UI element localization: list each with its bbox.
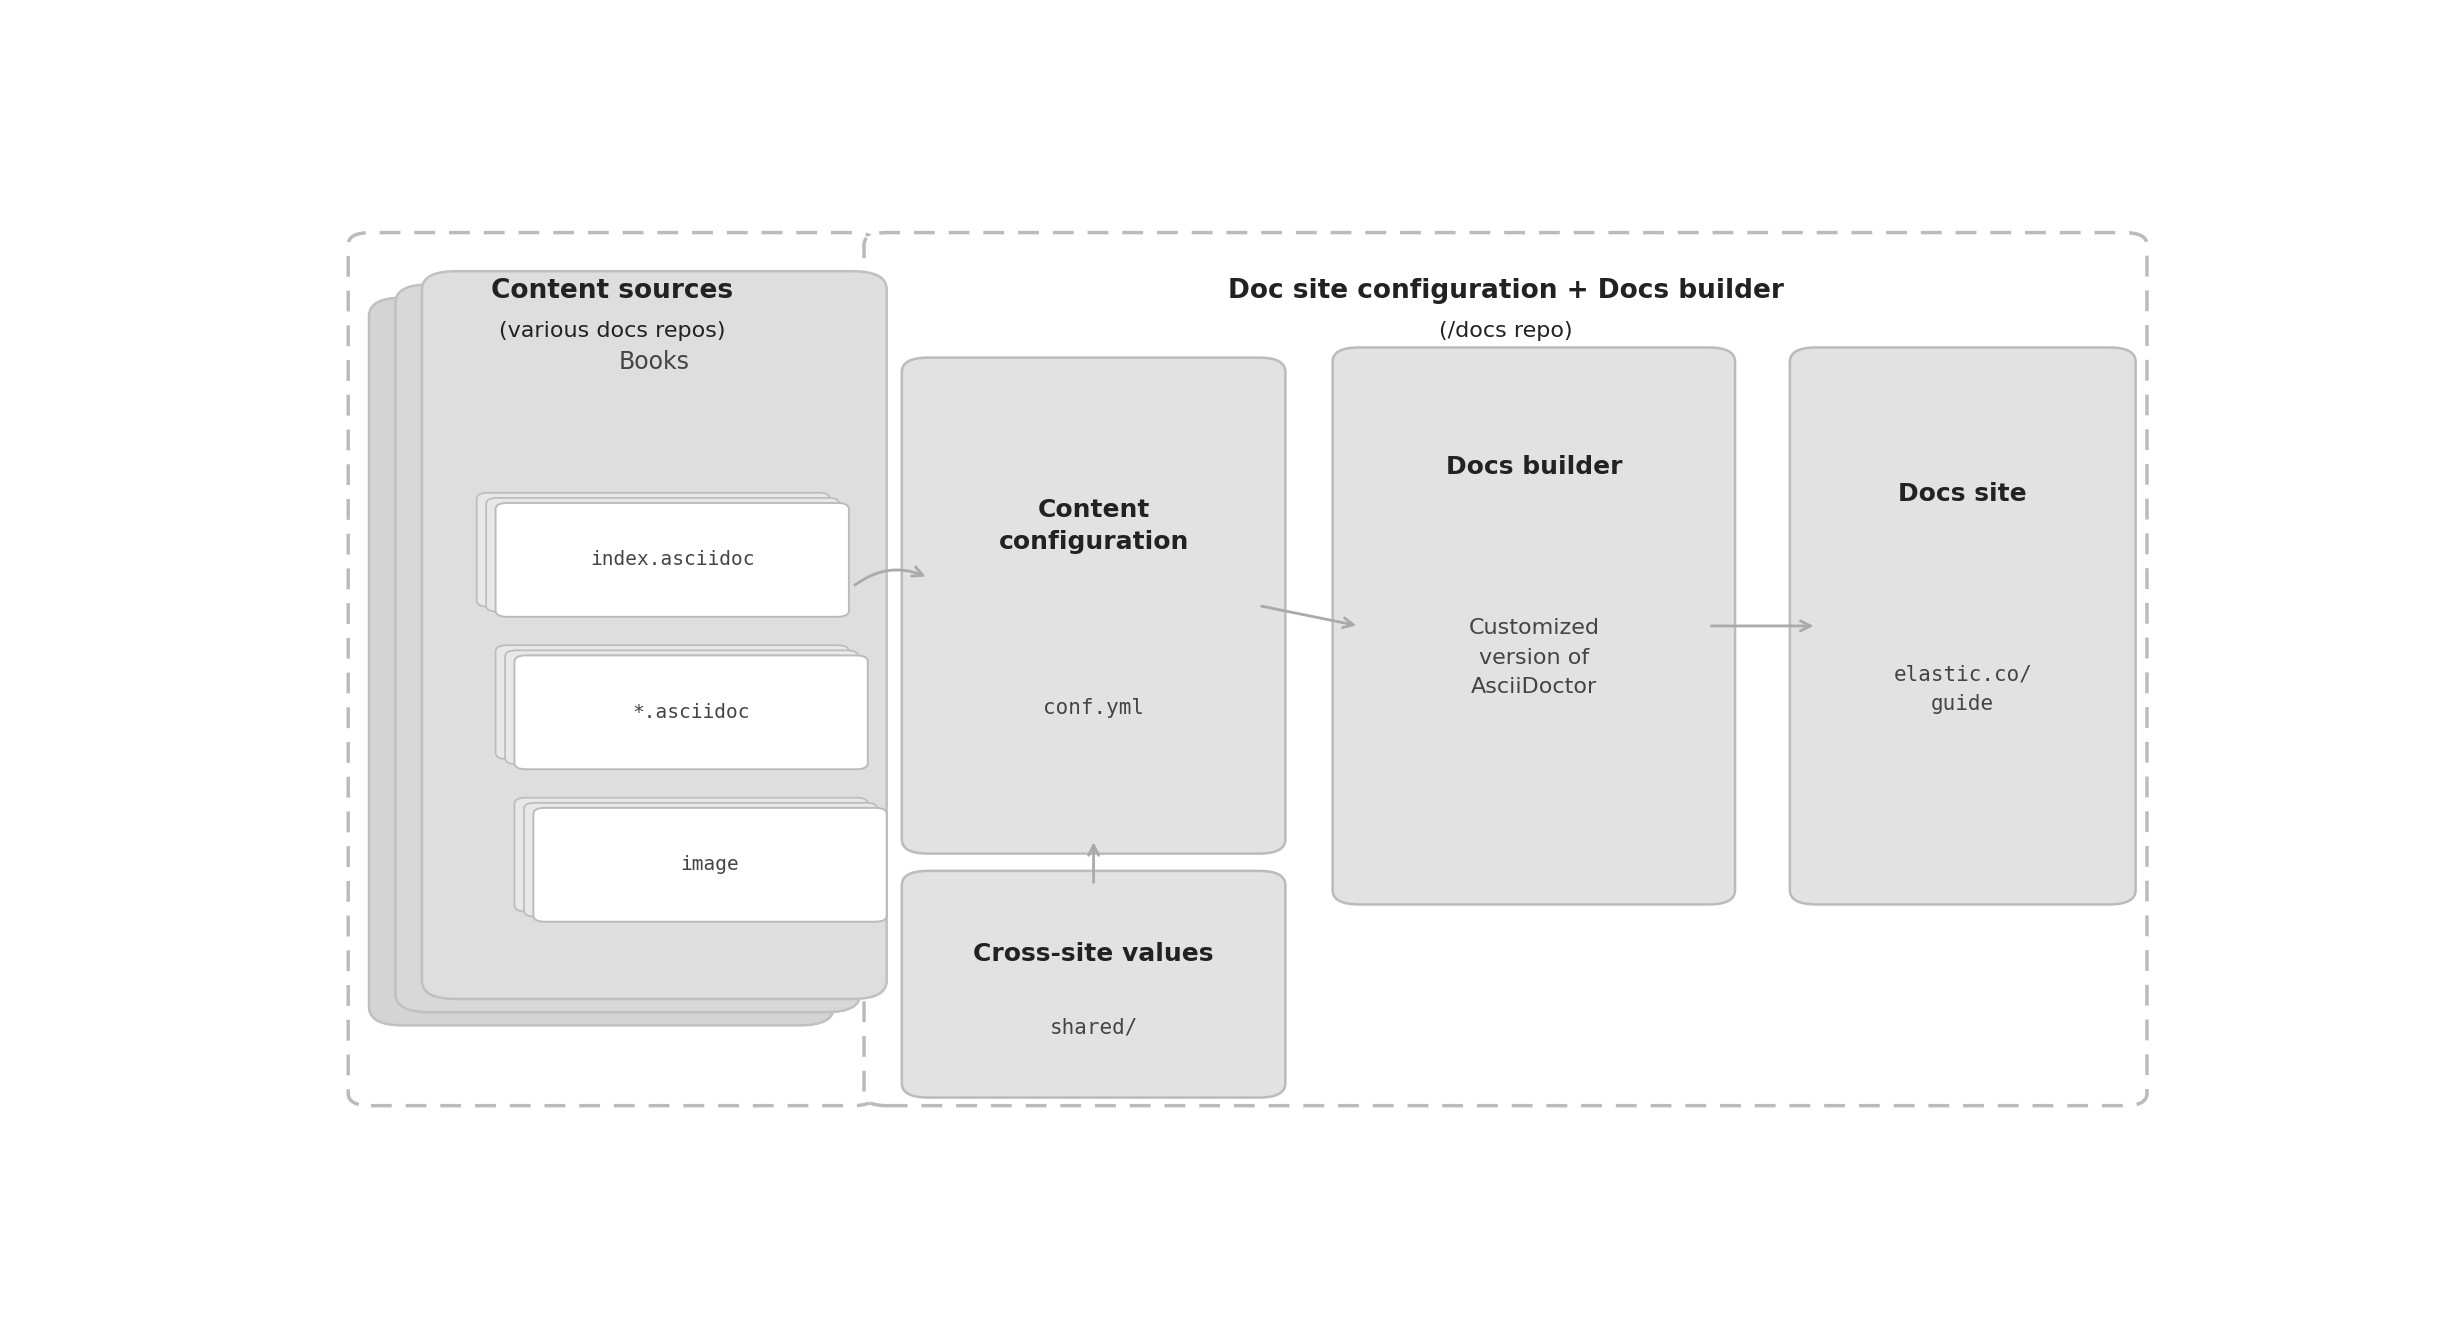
FancyBboxPatch shape [478,492,829,607]
FancyBboxPatch shape [505,651,858,764]
Text: Books: Books [619,350,690,374]
FancyBboxPatch shape [1789,347,2136,904]
FancyBboxPatch shape [495,645,848,759]
FancyBboxPatch shape [349,232,875,1106]
FancyBboxPatch shape [368,297,834,1026]
Text: *.asciidoc: *.asciidoc [631,702,751,722]
FancyBboxPatch shape [863,232,2148,1106]
Text: Docs site: Docs site [1899,482,2026,506]
Text: Content
configuration: Content configuration [1000,499,1190,554]
Text: Customized
version of
AsciiDoctor: Customized version of AsciiDoctor [1468,618,1599,697]
FancyBboxPatch shape [902,358,1285,854]
Text: elastic.co/
guide: elastic.co/ guide [1894,664,2033,714]
FancyBboxPatch shape [514,797,868,912]
FancyBboxPatch shape [524,803,878,916]
FancyBboxPatch shape [902,871,1285,1097]
Text: Doc site configuration + Docs builder: Doc site configuration + Docs builder [1229,277,1785,304]
FancyBboxPatch shape [514,656,868,770]
FancyBboxPatch shape [485,498,839,611]
Text: shared/: shared/ [1048,1018,1139,1038]
Text: (various docs repos): (various docs repos) [497,321,724,341]
Text: Content sources: Content sources [490,277,734,304]
Text: Docs builder: Docs builder [1446,455,1621,479]
Text: image: image [680,855,739,874]
FancyBboxPatch shape [422,271,887,999]
Text: index.asciidoc: index.asciidoc [590,550,753,569]
Text: conf.yml: conf.yml [1043,698,1143,718]
Text: Cross-site values: Cross-site values [973,942,1214,966]
Text: (/docs repo): (/docs repo) [1438,321,1573,341]
FancyBboxPatch shape [395,284,861,1012]
FancyBboxPatch shape [1334,347,1736,904]
FancyBboxPatch shape [534,808,887,921]
FancyBboxPatch shape [495,503,848,616]
